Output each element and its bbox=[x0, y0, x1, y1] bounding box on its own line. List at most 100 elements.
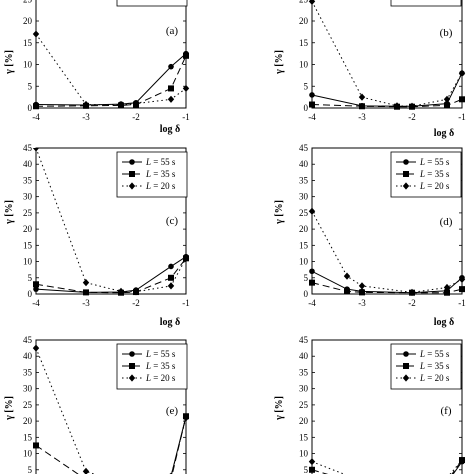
series-line-square bbox=[35, 55, 187, 107]
data-point-diamond bbox=[458, 275, 466, 283]
plot-frame bbox=[311, 339, 463, 474]
y-tick-label: 35 bbox=[299, 367, 309, 377]
y-tick-label: 10 bbox=[23, 449, 33, 459]
data-point-diamond bbox=[458, 69, 466, 77]
data-point-diamond bbox=[117, 287, 125, 296]
panel-b: 0 5 10 15 20 25 -4 -3 -2 -1 γ [%] log δ (b) bbox=[274, 0, 466, 139]
data-point-diamond bbox=[167, 95, 175, 103]
legend-entry: L = 35 s bbox=[145, 361, 176, 371]
y-tick-label: 10 bbox=[299, 257, 309, 267]
legend-marker-square bbox=[129, 171, 135, 177]
legend-marker-diamond bbox=[402, 374, 410, 382]
y-tick-label: 30 bbox=[23, 384, 33, 394]
panel-a: 0 5 10 15 20 25 -4 -3 -2 -1 γ [%] log δ (a) bbox=[4, 0, 190, 135]
x-axis-title: log δ bbox=[434, 128, 454, 139]
data-point-square bbox=[183, 52, 189, 59]
y-tick-label: 25 bbox=[23, 0, 33, 4]
data-point-diamond bbox=[82, 279, 90, 287]
legend-marker-square bbox=[403, 363, 409, 369]
legend-entry: L = 20 s bbox=[145, 181, 176, 191]
x-tick-label: -1 bbox=[458, 112, 466, 122]
data-point-square bbox=[168, 85, 174, 92]
x-tick-label: -3 bbox=[82, 298, 90, 308]
panel-label: (f) bbox=[441, 405, 452, 417]
y-axis-title: γ [%] bbox=[274, 200, 285, 225]
panel-d: 0 5 10 15 20 25 30 35 40 45 -4 -3 -2 -1 γ [%] log δ (d) L… bbox=[274, 143, 466, 328]
series-line-circle bbox=[452, 461, 463, 474]
data-point-square bbox=[309, 101, 315, 108]
series-line-circle bbox=[311, 270, 463, 294]
panel-label: (d) bbox=[440, 216, 453, 228]
y-tick-label: 40 bbox=[23, 159, 33, 169]
legend-entry: L = 35 s bbox=[419, 361, 450, 371]
y-tick-label: 10 bbox=[23, 60, 33, 70]
x-axis-title: log δ bbox=[434, 317, 454, 328]
series-line-square bbox=[311, 98, 463, 108]
data-point-diamond bbox=[358, 93, 366, 101]
series-group bbox=[32, 148, 190, 296]
data-point-diamond bbox=[343, 272, 351, 280]
data-point-diamond bbox=[32, 344, 40, 352]
legend-entry: L = 35 s bbox=[419, 169, 450, 179]
series-group bbox=[308, 456, 466, 474]
y-tick-label: 5 bbox=[28, 465, 33, 474]
y-tick-label: 25 bbox=[23, 400, 33, 410]
series-group bbox=[308, 0, 466, 110]
data-point-diamond bbox=[82, 100, 90, 109]
series-line-circle bbox=[171, 416, 187, 474]
y-tick-label: 10 bbox=[299, 60, 309, 70]
y-axis-title: γ [%] bbox=[4, 50, 15, 75]
series-group bbox=[308, 207, 466, 296]
legend-marker-diamond bbox=[402, 182, 410, 190]
y-tick-label: 10 bbox=[23, 257, 33, 267]
y-tick-label: 40 bbox=[299, 351, 309, 361]
series-line-square bbox=[35, 416, 187, 474]
data-point-diamond bbox=[167, 282, 175, 290]
y-tick-label: 0 bbox=[28, 289, 33, 299]
y-tick-label: 45 bbox=[23, 335, 33, 345]
y-tick-label: 40 bbox=[299, 159, 309, 169]
data-point-diamond bbox=[182, 414, 190, 422]
data-point-diamond bbox=[408, 288, 416, 296]
series-line-diamond bbox=[35, 33, 187, 106]
legend-entry: L = 20 s bbox=[145, 373, 176, 383]
y-tick-label: 25 bbox=[299, 208, 309, 218]
data-point-diamond bbox=[182, 84, 190, 93]
x-tick-label: -4 bbox=[308, 112, 316, 122]
data-point-square bbox=[359, 103, 365, 110]
x-tick-label: -2 bbox=[408, 298, 416, 308]
y-tick-label: 35 bbox=[299, 175, 309, 185]
x-tick-label: -2 bbox=[408, 112, 416, 122]
legend-marker-circle bbox=[129, 351, 135, 357]
data-point-diamond bbox=[82, 467, 90, 474]
x-axis-title: log δ bbox=[160, 317, 180, 328]
y-tick-label: 35 bbox=[23, 367, 33, 377]
data-point-square bbox=[459, 96, 465, 103]
x-tick-label: -2 bbox=[132, 112, 140, 122]
x-axis-title: log δ bbox=[160, 124, 180, 135]
panel-label: (a) bbox=[166, 25, 179, 37]
y-tick-label: 5 bbox=[304, 273, 309, 283]
y-tick-label: 30 bbox=[23, 192, 33, 202]
legend-entry: L = 20 s bbox=[419, 373, 450, 383]
data-point-diamond bbox=[308, 458, 316, 466]
data-point-square bbox=[33, 103, 39, 110]
legend-marker-circle bbox=[403, 351, 409, 357]
data-point-diamond bbox=[393, 102, 401, 110]
data-point-square bbox=[168, 274, 174, 281]
y-tick-label: 5 bbox=[28, 81, 33, 91]
data-point-diamond bbox=[32, 148, 40, 152]
x-tick-label: -3 bbox=[358, 112, 366, 122]
data-point-square bbox=[344, 288, 350, 295]
y-axis-title: γ [%] bbox=[274, 50, 285, 75]
legend-marker-square bbox=[403, 171, 409, 177]
y-tick-label: 15 bbox=[23, 240, 33, 250]
legend-entry: L = 55 s bbox=[419, 157, 450, 167]
y-tick-label: 10 bbox=[299, 449, 309, 459]
y-tick-label: 0 bbox=[28, 103, 33, 113]
x-tick-label: -3 bbox=[358, 298, 366, 308]
y-tick-label: 15 bbox=[23, 432, 33, 442]
series-line-diamond bbox=[311, 1, 463, 107]
y-axis-title: γ [%] bbox=[4, 396, 15, 421]
